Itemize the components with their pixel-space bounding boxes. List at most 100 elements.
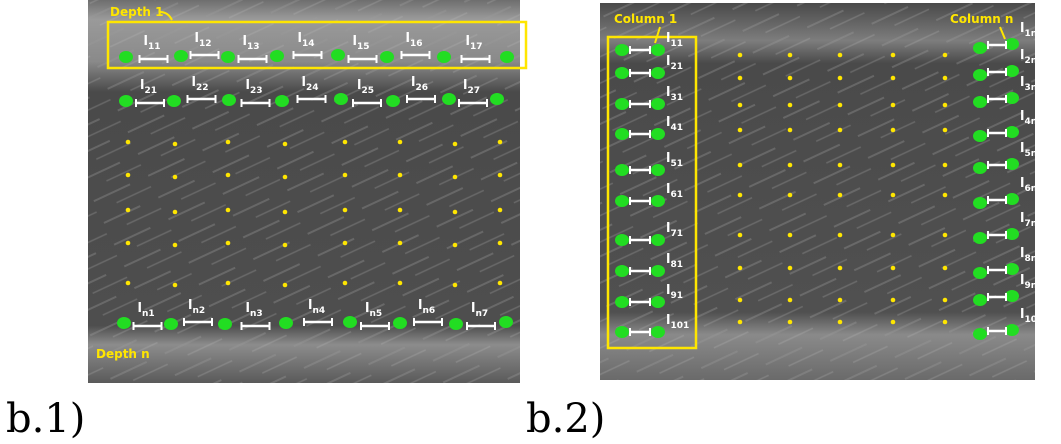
depth-label: Depth 1 xyxy=(110,5,164,19)
yellow-dot xyxy=(343,173,348,178)
yellow-dot xyxy=(226,208,231,213)
yellow-dot xyxy=(838,163,843,168)
subscript: 17 xyxy=(470,42,483,52)
yellow-dot xyxy=(283,142,288,147)
subscript: 4n xyxy=(1024,117,1037,127)
yellow-dot xyxy=(226,281,231,286)
subscript: 13 xyxy=(247,42,260,52)
yellow-dot xyxy=(343,281,348,286)
green-marker xyxy=(973,69,987,81)
yellow-dot xyxy=(173,210,178,215)
yellow-dot xyxy=(788,76,793,81)
green-marker xyxy=(651,98,665,110)
green-marker xyxy=(651,67,665,79)
green-marker xyxy=(615,67,629,79)
yellow-dot xyxy=(498,241,503,246)
subscript: 61 xyxy=(670,190,683,200)
subscript: 12 xyxy=(199,39,212,49)
green-marker xyxy=(222,94,236,106)
yellow-dot xyxy=(453,142,458,147)
subscript: 21 xyxy=(144,86,157,96)
green-marker xyxy=(1005,263,1019,275)
green-marker xyxy=(1005,126,1019,138)
yellow-dot xyxy=(891,193,896,198)
column-label: Column n xyxy=(950,12,1013,26)
caption: b.1) xyxy=(6,396,85,442)
green-marker xyxy=(615,296,629,308)
green-marker xyxy=(221,51,235,63)
yellow-dot xyxy=(943,193,948,198)
green-marker xyxy=(973,42,987,54)
yellow-dot xyxy=(173,175,178,180)
yellow-dot xyxy=(226,140,231,145)
yellow-dot xyxy=(283,210,288,215)
yellow-dot xyxy=(788,128,793,133)
green-marker xyxy=(164,318,178,330)
green-marker xyxy=(651,296,665,308)
yellow-dot xyxy=(453,210,458,215)
yellow-dot xyxy=(891,103,896,108)
yellow-dot xyxy=(738,103,743,108)
yellow-dot xyxy=(738,128,743,133)
yellow-dot xyxy=(891,128,896,133)
depth-label: Depth n xyxy=(96,347,150,361)
subscript: 2n xyxy=(1024,56,1037,66)
yellow-dot xyxy=(453,175,458,180)
yellow-dot xyxy=(283,243,288,248)
green-marker xyxy=(499,316,513,328)
page: Depth 1 Depth n Column 1 Column n b.1) b… xyxy=(0,0,1061,444)
yellow-dot xyxy=(891,233,896,238)
yellow-dot xyxy=(788,163,793,168)
yellow-dot xyxy=(943,298,948,303)
green-marker xyxy=(167,95,181,107)
yellow-dot xyxy=(891,76,896,81)
yellow-dot xyxy=(891,53,896,58)
green-marker xyxy=(1005,324,1019,336)
yellow-dot xyxy=(738,163,743,168)
yellow-dot xyxy=(738,233,743,238)
green-marker xyxy=(334,93,348,105)
figure: Depth 1 Depth n Column 1 Column n b.1) b… xyxy=(0,0,1061,444)
yellow-dot xyxy=(173,283,178,288)
subscript: n5 xyxy=(369,309,382,319)
green-marker xyxy=(331,49,345,61)
yellow-dot xyxy=(838,193,843,198)
yellow-dot xyxy=(788,193,793,198)
green-marker xyxy=(615,164,629,176)
subscript: 23 xyxy=(250,86,263,96)
subscript: 26 xyxy=(415,83,428,93)
green-marker xyxy=(442,93,456,105)
green-marker xyxy=(651,326,665,338)
yellow-dot xyxy=(173,243,178,248)
subscript: n4 xyxy=(312,306,325,316)
yellow-dot xyxy=(126,281,131,286)
subscript: 9n xyxy=(1024,281,1037,291)
yellow-dot xyxy=(738,298,743,303)
yellow-dot xyxy=(498,281,503,286)
yellow-dot xyxy=(398,173,403,178)
yellow-dot xyxy=(283,283,288,288)
yellow-dot xyxy=(453,283,458,288)
subscript: 15 xyxy=(357,42,370,52)
subscript: 31 xyxy=(670,93,683,103)
green-marker xyxy=(615,326,629,338)
green-marker xyxy=(615,44,629,56)
green-marker xyxy=(1005,92,1019,104)
yellow-dot xyxy=(453,243,458,248)
yellow-dot xyxy=(398,241,403,246)
green-marker xyxy=(615,234,629,246)
green-marker xyxy=(174,50,188,62)
subscript: n3 xyxy=(250,309,263,319)
yellow-dot xyxy=(943,103,948,108)
green-marker xyxy=(449,318,463,330)
yellow-dot xyxy=(838,76,843,81)
yellow-dot xyxy=(788,298,793,303)
green-marker xyxy=(386,95,400,107)
yellow-dot xyxy=(943,233,948,238)
green-marker xyxy=(393,317,407,329)
green-marker xyxy=(1005,290,1019,302)
yellow-dot xyxy=(343,241,348,246)
yellow-dot xyxy=(498,140,503,145)
green-marker xyxy=(651,265,665,277)
column-label: Column 1 xyxy=(614,12,677,26)
